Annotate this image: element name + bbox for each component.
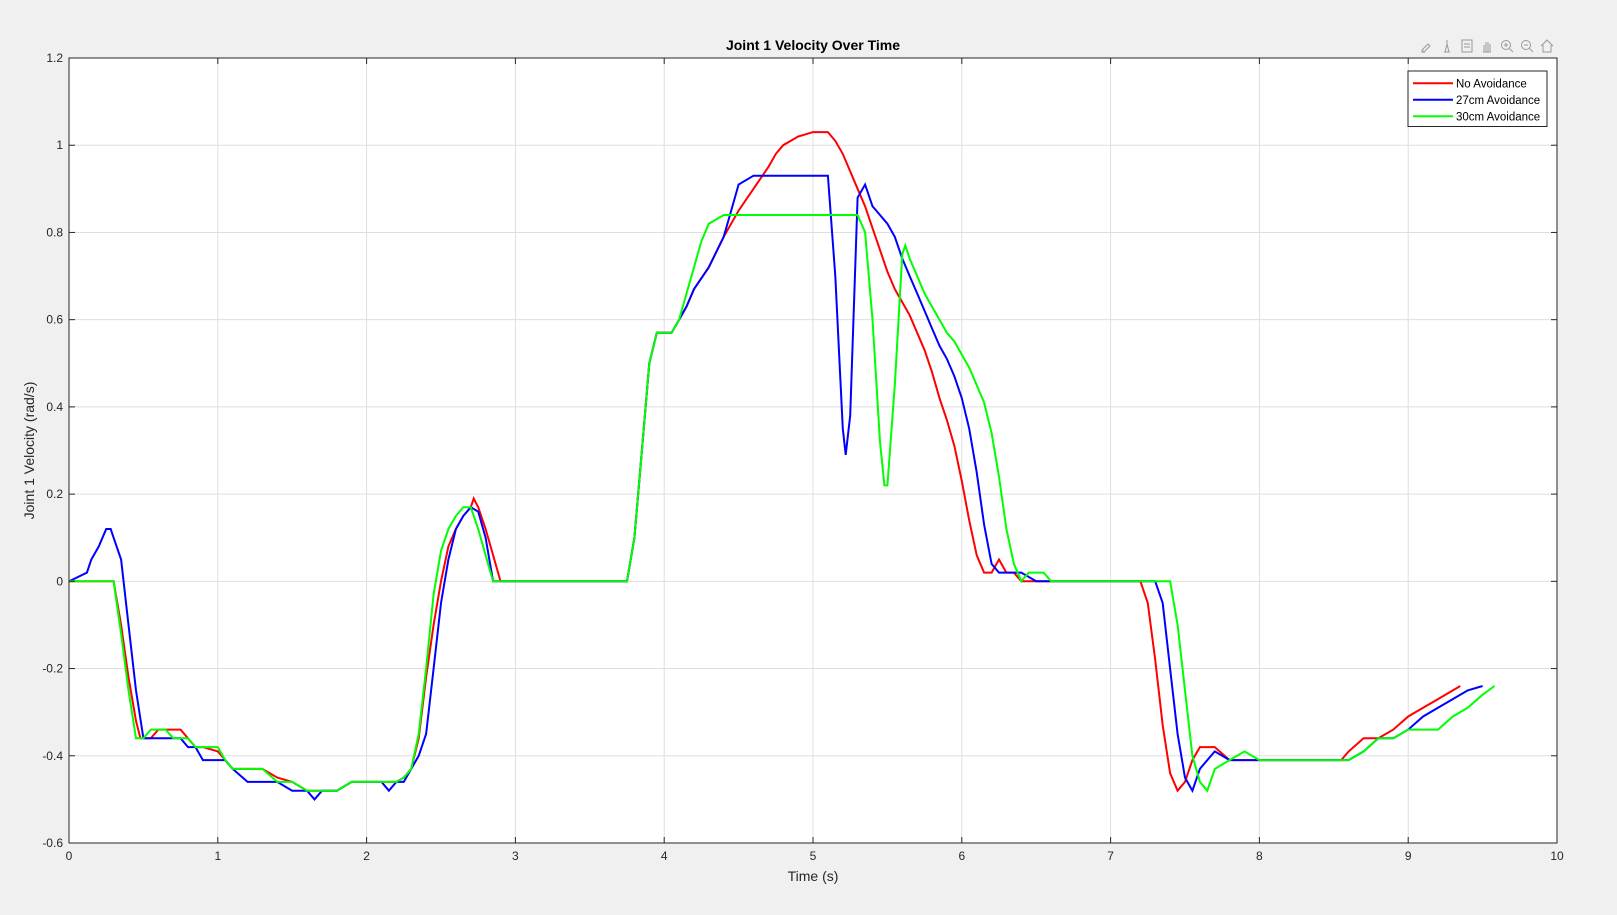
data-series [69,131,1496,801]
y-axis-label: Joint 1 Velocity (rad/s) [21,382,37,520]
y-tick-label: 0 [56,574,63,588]
legend[interactable]: No Avoidance 27cm Avoidance 30cm Avoidance [1407,70,1548,127]
y-tick-label: 1.2 [46,51,63,65]
series-line-2 [69,214,1496,793]
y-tick-label: 0.6 [46,313,63,327]
zoom-out-icon[interactable] [1518,37,1536,55]
y-tick-label: 0.2 [46,487,63,501]
x-tick-label: 10 [1550,849,1564,863]
pan-icon[interactable] [1478,37,1496,55]
export-icon[interactable] [1458,37,1476,55]
x-tick-label: 7 [1107,849,1114,863]
x-tick-label: 6 [958,849,965,863]
axis-ticks: 0 1 2 3 4 5 6 7 8 9 10 -0.6 -0.4 -0.2 0 0.2 0.4 0.6 0.8 1 1.… [42,51,1564,863]
y-tick-label: -0.6 [42,836,63,850]
x-tick-label: 2 [363,849,370,863]
x-tick-label: 0 [66,849,73,863]
x-tick-label: 5 [810,849,817,863]
x-tick-label: 4 [661,849,668,863]
legend-label-0: No Avoidance [1456,78,1527,90]
y-tick-label: 0.8 [46,225,63,239]
brush-icon[interactable] [1418,37,1436,55]
x-axis-label: Time (s) [788,868,839,884]
datatip-icon[interactable] [1438,37,1456,55]
x-tick-label: 3 [512,849,519,863]
x-tick-label: 1 [214,849,221,863]
y-tick-label: 1 [56,138,63,152]
y-tick-label: -0.4 [42,749,63,763]
legend-label-2: 30cm Avoidance [1456,111,1540,123]
x-tick-label: 8 [1256,849,1263,863]
legend-label-1: 27cm Avoidance [1456,95,1540,107]
home-icon[interactable] [1538,37,1556,55]
zoom-in-icon[interactable] [1498,37,1516,55]
axes-toolbar [1418,37,1556,57]
y-tick-label: -0.2 [42,662,63,676]
chart-title: Joint 1 Velocity Over Time [726,37,900,53]
x-tick-label: 9 [1405,849,1412,863]
y-tick-label: 0.4 [46,400,63,414]
